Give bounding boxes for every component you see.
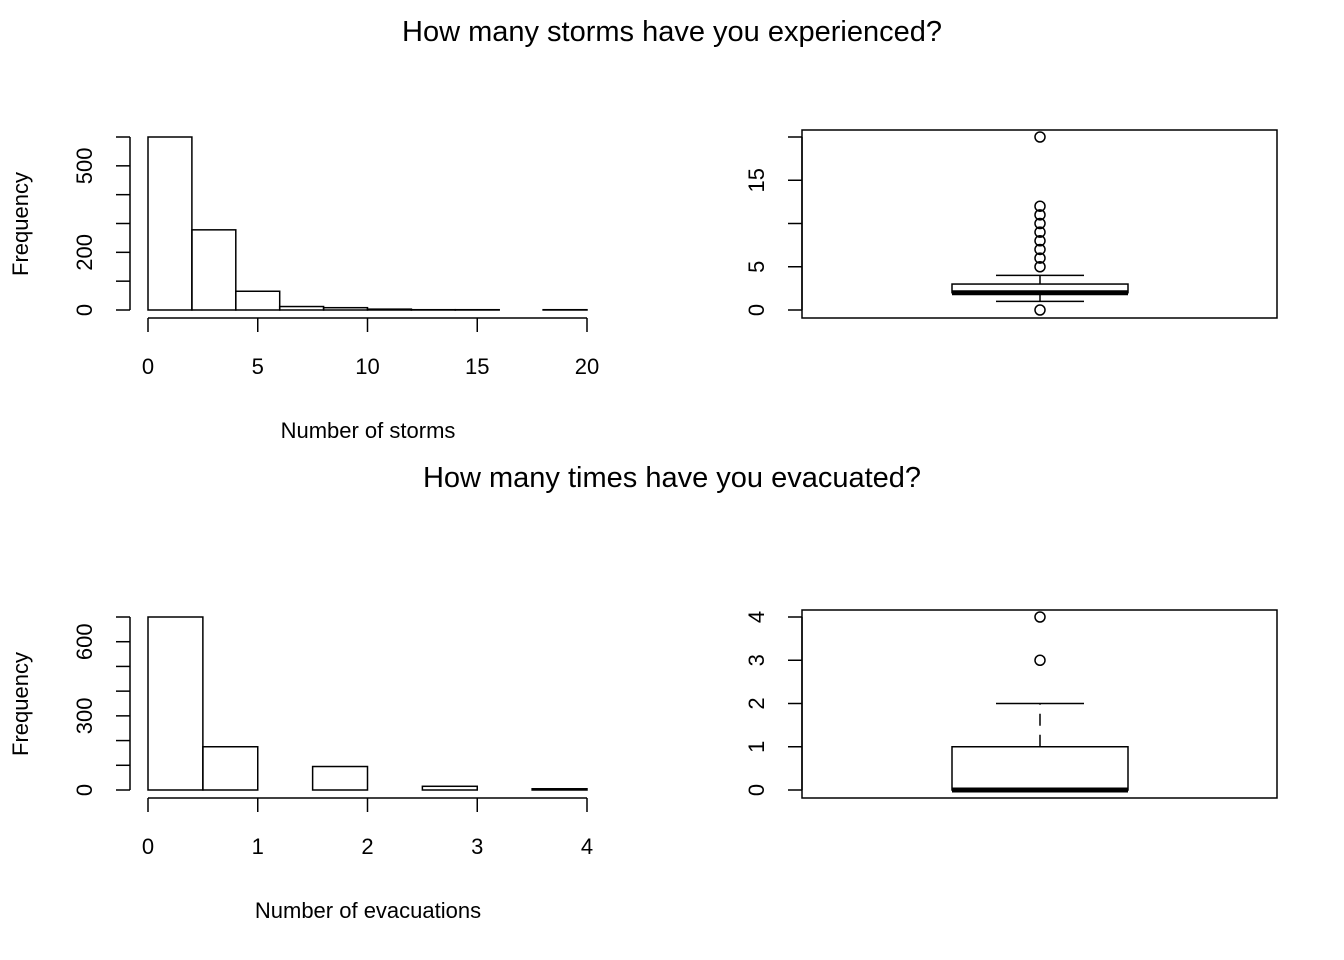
hist-storms-ylabel: Frequency [8, 172, 33, 276]
hist-evacuations-xlabel: Number of evacuations [255, 898, 481, 923]
box-evacuations: 0 1 2 3 4 [744, 609, 1278, 799]
y-tick-label: 4 [744, 611, 769, 623]
hist-evacuations: 0 1 2 3 4 0 300 600 Number of evacuations Freq… [8, 616, 593, 923]
box-storms-y-axis: 0 5 15 [744, 136, 803, 316]
outlier-point [1034, 235, 1046, 247]
x-tick-label: 10 [355, 354, 379, 379]
hist-bar [531, 788, 588, 791]
box-storms: 0 5 15 [744, 129, 1278, 319]
box-iqr [951, 746, 1129, 791]
hist-bar [366, 308, 413, 311]
hist-evacuations-bars [147, 616, 588, 791]
hist-storms-bars [147, 136, 588, 311]
hist-storms-y-axis: 0 200 500 [72, 136, 131, 316]
y-tick-label: 3 [744, 654, 769, 666]
outlier-point [1034, 252, 1046, 264]
x-tick-label: 2 [361, 834, 373, 859]
hist-bar [202, 746, 259, 791]
hist-bar [311, 765, 369, 791]
outlier-point [1034, 200, 1046, 212]
hist-storms-x-axis: 0 5 10 15 20 [142, 317, 599, 379]
hist-bar [322, 306, 369, 311]
outlier-point [1034, 243, 1046, 256]
hist-bar [147, 136, 193, 311]
outlier-point [1034, 209, 1046, 221]
hist-evacuations-ylabel: Frequency [8, 652, 33, 756]
y-tick-label: 600 [72, 623, 97, 660]
x-tick-label: 1 [252, 834, 264, 859]
hist-evacuations-x-axis: 0 1 2 3 4 [142, 797, 593, 859]
y-tick-label: 0 [744, 304, 769, 316]
y-tick-label: 0 [72, 304, 97, 316]
y-tick-label: 5 [744, 261, 769, 273]
outlier-point [1034, 611, 1046, 623]
hist-evacuations-y-axis: 0 300 600 [72, 616, 131, 796]
x-tick-label: 0 [142, 834, 154, 859]
hist-bar [235, 290, 281, 311]
y-tick-label: 200 [72, 234, 97, 271]
y-tick-label: 0 [744, 784, 769, 796]
x-tick-label: 15 [465, 354, 489, 379]
title-evacuations: How many times have you evacuated? [423, 462, 921, 494]
y-tick-label: 300 [72, 697, 97, 734]
y-tick-label: 0 [72, 784, 97, 796]
outlier-point [1034, 654, 1046, 666]
hist-bar [191, 229, 237, 311]
hist-storms-xlabel: Number of storms [281, 418, 456, 443]
outlier-point [1034, 261, 1046, 273]
outlier-point [1034, 304, 1046, 316]
hist-bar [421, 785, 478, 791]
y-tick-label: 1 [744, 741, 769, 753]
outlier-point [1034, 226, 1046, 238]
box-evacuations-body [951, 702, 1129, 793]
hist-bar [278, 305, 325, 311]
x-tick-label: 20 [575, 354, 599, 379]
box-evacuations-y-axis: 0 1 2 3 4 [744, 611, 803, 796]
box-evacuations-outliers [1034, 611, 1046, 666]
hist-storms: 0 5 10 15 20 0 200 500 Number of storms Freque… [8, 136, 599, 443]
y-tick-label: 500 [72, 147, 97, 184]
box-storms-body [951, 274, 1129, 303]
box-storms-outliers [1034, 131, 1046, 316]
x-tick-label: 4 [581, 834, 593, 859]
x-tick-label: 3 [471, 834, 483, 859]
y-tick-label: 15 [744, 168, 769, 192]
y-tick-label: 2 [744, 697, 769, 709]
x-tick-label: 5 [252, 354, 264, 379]
hist-bar [147, 616, 204, 791]
x-tick-label: 0 [142, 354, 154, 379]
outlier-point [1034, 131, 1046, 143]
outlier-point [1034, 217, 1046, 230]
title-storms: How many storms have you experienced? [402, 16, 942, 48]
